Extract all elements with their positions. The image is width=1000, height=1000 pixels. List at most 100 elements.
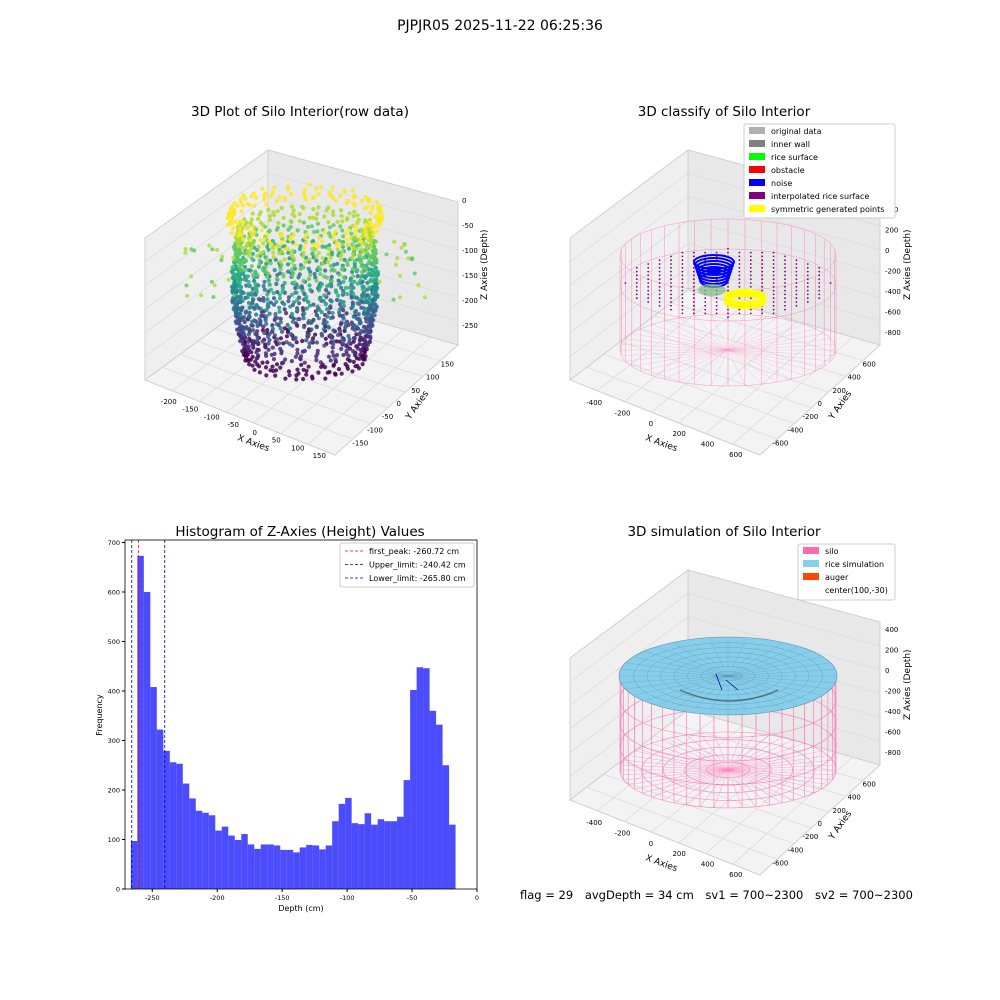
raw-point	[357, 332, 362, 337]
silo-floor-spoke	[713, 732, 729, 771]
raw-point	[256, 244, 261, 249]
raw-point	[326, 252, 331, 257]
raw-point	[361, 357, 366, 362]
silo-floor-spoke	[628, 769, 729, 785]
raw-point	[262, 197, 267, 202]
histogram-frame	[124, 539, 478, 890]
raw-point	[278, 365, 283, 370]
raw-point	[314, 340, 319, 345]
raw-point	[322, 214, 327, 219]
raw-point	[238, 199, 243, 204]
raw-point	[365, 204, 370, 210]
rice-mesh	[621, 669, 729, 677]
raw-point	[245, 274, 251, 279]
interp-dot	[692, 270, 695, 273]
raw-point	[315, 211, 320, 216]
silo-floor-spoke	[620, 764, 729, 771]
z-tick-label: -600	[885, 309, 901, 317]
raw-point	[362, 306, 367, 311]
raw-point	[363, 194, 368, 199]
raw-point	[346, 246, 352, 251]
auger-mark	[715, 673, 739, 691]
interp-dot	[692, 282, 695, 284]
raw-point	[347, 242, 352, 247]
raw-point	[326, 205, 331, 210]
raw-point	[360, 362, 365, 367]
y-tick-label: -200	[803, 833, 819, 841]
y-tick-label: 600	[863, 781, 876, 789]
raw-point	[364, 245, 369, 250]
interp-dot	[784, 301, 786, 303]
raw-point	[345, 216, 350, 221]
grid-line	[603, 773, 795, 844]
raw-point	[339, 371, 344, 376]
raw-point	[333, 229, 338, 234]
raw-point	[302, 360, 307, 365]
raw-point	[237, 275, 242, 280]
raw-point	[331, 212, 336, 218]
x-tick-label: -400	[586, 819, 602, 827]
raw-point	[351, 314, 356, 319]
grid-line	[637, 328, 829, 393]
interp-dot	[647, 289, 650, 292]
rice-mesh	[727, 675, 822, 696]
raw-point	[267, 228, 272, 233]
raw-point	[344, 311, 349, 316]
x-tick-label: 0	[649, 420, 653, 428]
raw-point	[350, 223, 355, 228]
raw-point	[231, 264, 236, 269]
silo-floor-spoke	[727, 324, 805, 351]
raw-point	[332, 371, 338, 376]
rice-mesh	[727, 656, 822, 677]
x-tick-label: -200	[210, 894, 225, 902]
rice-mesh	[645, 651, 729, 677]
y-tick-label: 700	[108, 539, 120, 547]
raw-point	[350, 304, 355, 309]
raw-point	[251, 345, 256, 350]
raw-point	[261, 324, 266, 329]
interp-dot	[772, 259, 775, 262]
histogram-bar	[377, 819, 385, 889]
interp-dot	[784, 289, 786, 292]
silo-floor-spoke	[727, 734, 770, 771]
raw-point	[362, 230, 368, 235]
histogram-bar	[403, 780, 411, 889]
silo-floor-spoke	[727, 349, 778, 383]
raw-point	[406, 256, 411, 261]
silo-floor-spoke	[727, 349, 825, 367]
interp-dot	[738, 312, 741, 315]
interp-dot	[692, 289, 695, 292]
raw-point	[356, 217, 361, 222]
interp-dot	[704, 301, 707, 303]
raw-point	[374, 199, 379, 204]
raw-point	[284, 311, 289, 316]
raw-point	[368, 277, 373, 283]
raw-point	[278, 271, 283, 276]
raw-point	[295, 228, 300, 233]
raw-point	[270, 323, 275, 328]
raw-point	[359, 348, 364, 353]
raw-point	[244, 283, 249, 288]
raw-point	[370, 204, 375, 209]
silo-floor-spoke	[727, 769, 805, 798]
silo-floor-spoke	[651, 742, 729, 771]
raw-point	[270, 364, 275, 369]
grid-line	[162, 366, 353, 440]
raw-point	[241, 193, 246, 198]
interp-dot	[647, 282, 650, 284]
raw-point	[279, 205, 284, 211]
interp-dot	[806, 282, 809, 284]
interp-dot	[761, 308, 764, 311]
raw-point	[240, 329, 245, 334]
z-tick-label: -400	[885, 708, 901, 716]
raw-point	[306, 364, 311, 369]
raw-point	[326, 291, 331, 296]
raw-point	[337, 272, 342, 277]
raw-point	[277, 296, 282, 301]
y-tick-label: 400	[848, 374, 861, 382]
rice-mesh	[634, 675, 729, 696]
raw-point	[263, 270, 268, 275]
interp-dot	[647, 285, 650, 288]
interp-dot	[795, 304, 798, 307]
raw-point	[377, 279, 382, 284]
